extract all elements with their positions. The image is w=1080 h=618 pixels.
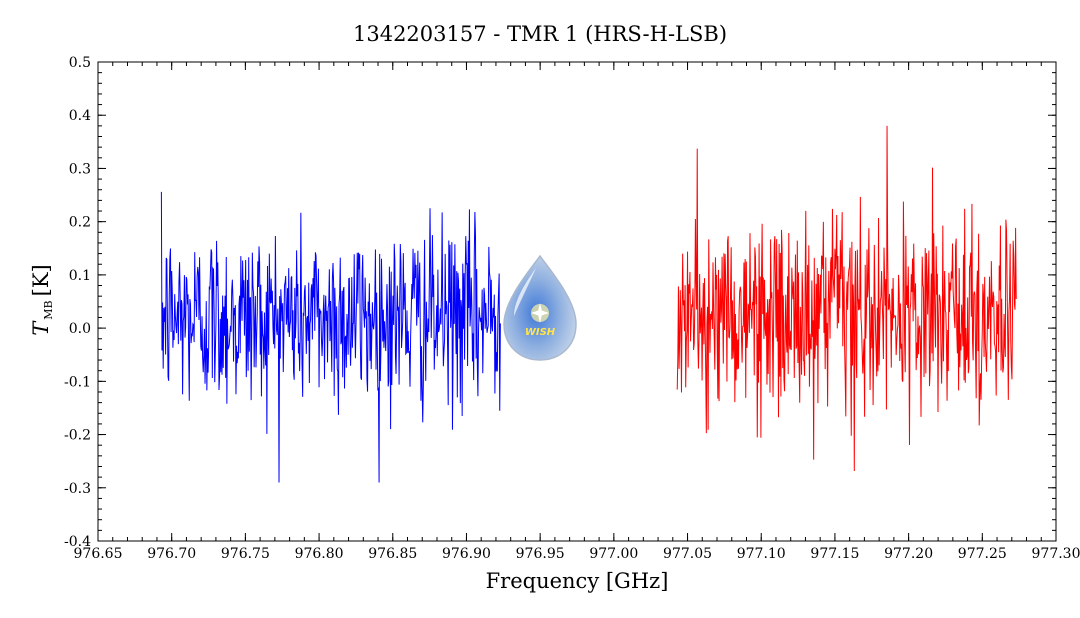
y-tick-label: 0.2 <box>69 215 91 231</box>
y-tick-label: -0.2 <box>64 428 91 444</box>
y-tick-label: 0.0 <box>69 321 91 337</box>
y-axis-label-subscript: MB <box>42 300 55 319</box>
major-ticks <box>97 61 1057 542</box>
y-axis-label: TMB [K] <box>29 264 55 335</box>
y-tick-label: 0.5 <box>69 55 91 71</box>
y-tick-label: 0.3 <box>69 161 91 177</box>
y-tick-label: -0.3 <box>64 481 91 497</box>
y-tick-label: -0.1 <box>64 374 91 390</box>
x-tick-label: 976.95 <box>516 546 565 562</box>
x-tick-label: 976.70 <box>147 546 196 562</box>
series-line-red <box>676 125 1017 472</box>
star-icon <box>531 303 549 323</box>
y-tick-labels: 0.5 0.4 0.3 0.2 0.1 0.0 -0.1 -0.2 -0.3 -0.4 <box>64 55 91 550</box>
y-axis-label-unit: [K] <box>29 264 53 296</box>
x-tick-label: 977.00 <box>589 546 638 562</box>
logo-text: WISH <box>525 327 556 338</box>
series-group <box>160 125 1017 483</box>
x-axis-label: Frequency [GHz] <box>486 569 669 593</box>
x-tick-label: 977.15 <box>810 546 859 562</box>
y-tick-label: 0.4 <box>69 108 91 124</box>
x-tick-label: 976.85 <box>368 546 417 562</box>
x-tick-label: 976.80 <box>295 546 344 562</box>
y-tick-label: -0.4 <box>64 534 91 550</box>
x-tick-label: 977.10 <box>737 546 786 562</box>
chart-title: 1342203157 - TMR 1 (HRS-H-LSB) <box>353 22 727 46</box>
x-tick-label: 977.30 <box>1032 546 1080 562</box>
x-tick-label: 977.25 <box>958 546 1007 562</box>
plot-frame <box>97 61 1057 542</box>
x-tick-label: 976.65 <box>74 546 123 562</box>
drop-highlight <box>514 268 536 316</box>
x-tick-label: 976.90 <box>442 546 491 562</box>
svg-text:TMB[K]: TMB [K] <box>29 264 55 335</box>
series-line-blue <box>160 191 501 483</box>
y-tick-label: 0.1 <box>69 268 91 284</box>
y-axis-label-symbol: T <box>29 320 53 336</box>
x-tick-label: 976.75 <box>221 546 270 562</box>
x-tick-labels: 976.65 976.70 976.75 976.80 976.85 976.90 976.… <box>74 546 1080 562</box>
x-tick-label: 977.05 <box>663 546 712 562</box>
x-tick-label: 977.20 <box>884 546 933 562</box>
wish-logo: WISH <box>503 254 577 361</box>
